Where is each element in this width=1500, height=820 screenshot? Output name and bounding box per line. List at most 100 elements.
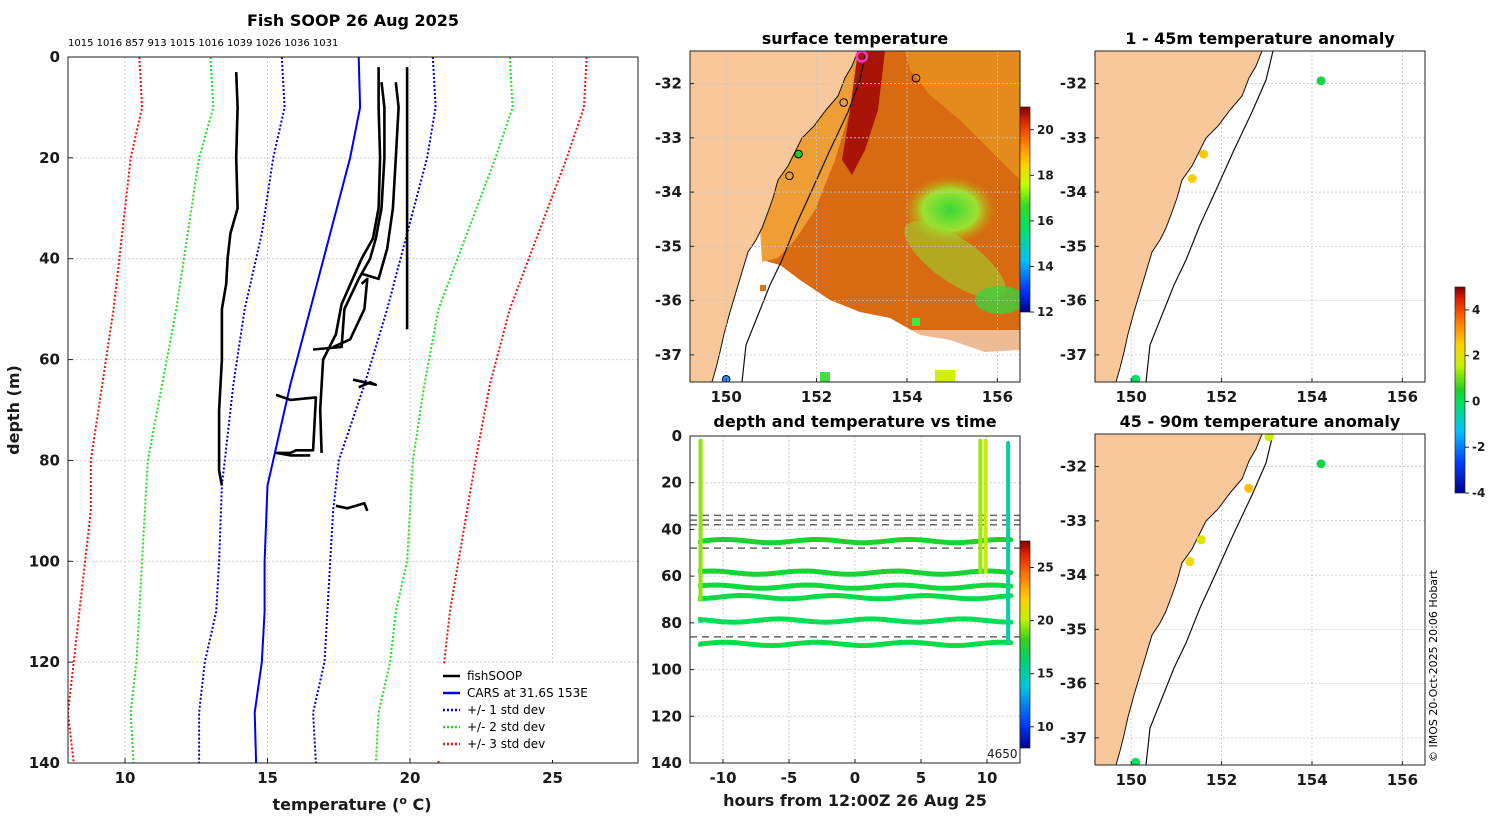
fishsoop-profile-7 bbox=[352, 378, 378, 389]
depth-time-track bbox=[698, 537, 1014, 546]
anomaly-upper-ytick-label: -32 bbox=[1060, 75, 1087, 93]
anomaly-upper-land bbox=[1095, 51, 1263, 382]
anomaly-lower-panel: 45 - 90m temperature anomaly 150 152 154 15… bbox=[1060, 412, 1426, 789]
depth-time-xtick-label: 5 bbox=[916, 769, 926, 787]
depth-time-colorbar-label: 25 bbox=[1037, 561, 1054, 575]
depth-time-ytick-label: 60 bbox=[661, 567, 682, 585]
depth-time-colorbar-label: 15 bbox=[1037, 667, 1054, 681]
sst-colorbar bbox=[1019, 106, 1031, 313]
sst-colorbar-label: 20 bbox=[1037, 123, 1054, 137]
profile-grid bbox=[68, 56, 638, 764]
anomaly-upper-point bbox=[1198, 149, 1208, 159]
anomaly-lower-ytick-label: -36 bbox=[1060, 675, 1087, 693]
anomaly-lower-point bbox=[1316, 459, 1326, 469]
anomaly-upper-ytick-label: -37 bbox=[1060, 346, 1087, 364]
depth-time-track bbox=[698, 582, 1014, 591]
sst-title: surface temperature bbox=[762, 29, 949, 48]
depth-time-xtick-label: -10 bbox=[709, 769, 736, 787]
sst-colorbar-label: 18 bbox=[1037, 168, 1054, 182]
anomaly-lower-xtick-label: 156 bbox=[1387, 771, 1418, 789]
depth-time-xlabel: hours from 12:00Z 26 Aug 25 bbox=[723, 791, 987, 810]
sst-panel: surface temperature 150 152 154 156 -32 -33 -3… bbox=[655, 29, 1054, 406]
anomaly-lower-point bbox=[1196, 535, 1206, 545]
profile-xtick-label: 25 bbox=[542, 769, 563, 787]
depth-time-track bbox=[698, 568, 1014, 577]
anomaly-upper-point bbox=[1131, 374, 1141, 382]
depth-time-ytick-label: 20 bbox=[661, 474, 682, 492]
depth-time-ytick-label: 100 bbox=[651, 661, 682, 679]
profile-ticks: 10 15 20 25 0 20 40 60 80 100 120 140 bbox=[29, 48, 563, 787]
sst-ytick-label: -37 bbox=[655, 346, 682, 364]
std-line-minus-3 bbox=[68, 57, 144, 763]
anomaly-lower-xtick-label: 150 bbox=[1116, 771, 1147, 789]
legend-label: +/- 2 std dev bbox=[467, 720, 545, 734]
std-line-minus-2 bbox=[129, 57, 215, 763]
sst-ytick-label: -34 bbox=[655, 183, 682, 201]
legend-label: CARS at 31.6S 153E bbox=[467, 686, 588, 700]
profile-ytick-label: 140 bbox=[29, 754, 60, 772]
anomaly-colorbar-label: 0 bbox=[1472, 394, 1480, 408]
sst-station-marker bbox=[839, 98, 848, 107]
sst-ytick-label: -32 bbox=[655, 75, 682, 93]
profile-ytick-label: 60 bbox=[39, 351, 60, 369]
sst-shelf-contour bbox=[741, 51, 867, 382]
anomaly-colorbar-label: -4 bbox=[1472, 486, 1485, 500]
fishsoop-profile-2 bbox=[274, 393, 318, 457]
anomaly-lower-frame bbox=[1094, 433, 1426, 766]
depth-time-ytick-label: 80 bbox=[661, 614, 682, 632]
sst-xtick-label: 152 bbox=[801, 388, 832, 406]
anomaly-upper-frame bbox=[1094, 50, 1426, 383]
anomaly-colorbar-label: -2 bbox=[1472, 440, 1485, 454]
anomaly-lower-ytick-label: -34 bbox=[1060, 566, 1087, 584]
profile-ytick-label: 0 bbox=[50, 48, 60, 66]
legend-label: fishSOOP bbox=[467, 669, 522, 683]
sst-ytick-label: -36 bbox=[655, 292, 682, 310]
fishsoop-profile-6 bbox=[332, 277, 369, 349]
anomaly-lower-ytick-label: -35 bbox=[1060, 620, 1087, 638]
profile-ytick-label: 80 bbox=[39, 451, 60, 469]
fishsoop-profile-3 bbox=[318, 67, 382, 453]
profile-legend: fishSOOP CARS at 31.6S 153E +/- 1 std dev +… bbox=[437, 664, 633, 760]
profile-axes-frame bbox=[67, 56, 639, 764]
anomaly-colorbar-label: 4 bbox=[1472, 303, 1480, 317]
anomaly-lower-land bbox=[1095, 434, 1263, 765]
fishsoop-profile-1 bbox=[217, 72, 239, 486]
anomaly-upper-ytick-label: -35 bbox=[1060, 237, 1087, 255]
depth-time-colorbar-label: 10 bbox=[1037, 720, 1054, 734]
profile-ytick-label: 100 bbox=[29, 552, 60, 570]
depth-time-xtick-label: 0 bbox=[850, 769, 860, 787]
depth-time-track bbox=[698, 592, 1014, 602]
profile-xlabel: temperature (o C) bbox=[272, 794, 431, 814]
anomaly-upper-ytick-label: -34 bbox=[1060, 183, 1087, 201]
profile-xtick-label: 15 bbox=[257, 769, 278, 787]
depth-time-ytick-label: 140 bbox=[651, 754, 682, 772]
anomaly-upper-ytick-label: -36 bbox=[1060, 292, 1087, 310]
anomaly-upper-title: 1 - 45m temperature anomaly bbox=[1125, 29, 1395, 48]
cars-line bbox=[253, 57, 362, 763]
legend-label: +/- 3 std dev bbox=[467, 737, 545, 751]
anomaly-lower-ytick-label: -32 bbox=[1060, 458, 1087, 476]
sst-colorbar-label: 12 bbox=[1037, 305, 1054, 319]
anomaly-lower-point bbox=[1244, 483, 1254, 493]
depth-time-corner-label: 4650 bbox=[987, 747, 1018, 761]
fishsoop-profile-4 bbox=[312, 82, 386, 351]
anomaly-lower-ytick-label: -33 bbox=[1060, 512, 1087, 530]
depth-time-title: depth and temperature vs time bbox=[713, 412, 996, 431]
sst-xtick-label: 156 bbox=[982, 388, 1013, 406]
anomaly-colorbar-label: 2 bbox=[1472, 349, 1480, 363]
profile-top-labels: 1015 1016 857 913 1015 1016 1039 1026 10… bbox=[68, 38, 338, 49]
profile-xtick-label: 20 bbox=[400, 769, 421, 787]
depth-time-track bbox=[698, 639, 1014, 649]
profile-ytick-label: 40 bbox=[39, 250, 60, 268]
sst-xtick-label: 154 bbox=[891, 388, 922, 406]
legend-box bbox=[437, 664, 633, 760]
sst-station-marker bbox=[794, 149, 803, 159]
depth-time-track bbox=[698, 616, 1014, 625]
anomaly-upper-xtick-label: 150 bbox=[1116, 388, 1147, 406]
anomaly-upper-xtick-label: 154 bbox=[1296, 388, 1327, 406]
std-line-plus-1 bbox=[312, 57, 437, 763]
sst-ytick-label: -35 bbox=[655, 237, 682, 255]
anomaly-upper-xtick-label: 156 bbox=[1387, 388, 1418, 406]
anomaly-upper-point bbox=[1316, 76, 1326, 86]
